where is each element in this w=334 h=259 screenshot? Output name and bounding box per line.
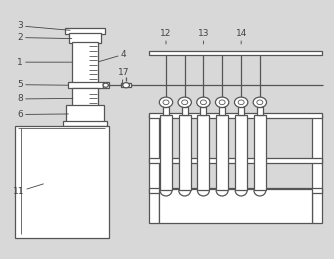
FancyBboxPatch shape xyxy=(72,42,98,83)
Circle shape xyxy=(103,83,108,87)
Circle shape xyxy=(182,100,188,105)
Circle shape xyxy=(215,97,229,107)
Circle shape xyxy=(219,100,225,105)
FancyBboxPatch shape xyxy=(312,115,322,223)
Circle shape xyxy=(257,100,263,105)
FancyBboxPatch shape xyxy=(219,107,225,115)
Circle shape xyxy=(163,100,169,105)
Circle shape xyxy=(123,83,129,88)
FancyBboxPatch shape xyxy=(216,115,228,190)
Circle shape xyxy=(159,97,173,107)
FancyBboxPatch shape xyxy=(149,158,322,163)
Text: 1: 1 xyxy=(17,58,72,67)
FancyBboxPatch shape xyxy=(179,115,191,190)
FancyBboxPatch shape xyxy=(163,107,169,115)
Text: 4: 4 xyxy=(99,50,126,62)
Circle shape xyxy=(253,97,267,107)
FancyBboxPatch shape xyxy=(69,33,101,43)
FancyBboxPatch shape xyxy=(235,115,247,190)
FancyBboxPatch shape xyxy=(238,107,244,115)
FancyBboxPatch shape xyxy=(66,105,104,122)
Text: 3: 3 xyxy=(17,21,70,30)
FancyBboxPatch shape xyxy=(72,88,98,106)
Text: 6: 6 xyxy=(17,110,68,119)
FancyBboxPatch shape xyxy=(149,188,322,193)
Circle shape xyxy=(238,100,244,105)
FancyBboxPatch shape xyxy=(200,107,206,115)
Text: 12: 12 xyxy=(160,29,172,44)
FancyBboxPatch shape xyxy=(149,113,322,118)
Circle shape xyxy=(200,100,206,105)
FancyBboxPatch shape xyxy=(103,82,109,88)
FancyBboxPatch shape xyxy=(15,126,109,238)
Circle shape xyxy=(197,97,210,107)
Text: 17: 17 xyxy=(118,68,129,86)
FancyBboxPatch shape xyxy=(63,121,107,126)
Text: 11: 11 xyxy=(13,184,43,196)
Text: 2: 2 xyxy=(17,33,72,42)
Circle shape xyxy=(234,97,248,107)
FancyBboxPatch shape xyxy=(67,82,103,88)
FancyBboxPatch shape xyxy=(257,107,263,115)
Text: 8: 8 xyxy=(17,95,73,103)
FancyBboxPatch shape xyxy=(254,115,266,190)
FancyBboxPatch shape xyxy=(182,107,188,115)
FancyBboxPatch shape xyxy=(149,115,159,223)
FancyBboxPatch shape xyxy=(65,28,105,34)
FancyBboxPatch shape xyxy=(160,115,172,190)
FancyBboxPatch shape xyxy=(159,189,312,223)
Text: 13: 13 xyxy=(198,29,209,44)
Text: 14: 14 xyxy=(235,29,247,44)
FancyBboxPatch shape xyxy=(121,83,131,87)
FancyBboxPatch shape xyxy=(197,115,209,190)
Circle shape xyxy=(178,97,191,107)
Text: 5: 5 xyxy=(17,80,68,89)
FancyBboxPatch shape xyxy=(149,51,322,55)
